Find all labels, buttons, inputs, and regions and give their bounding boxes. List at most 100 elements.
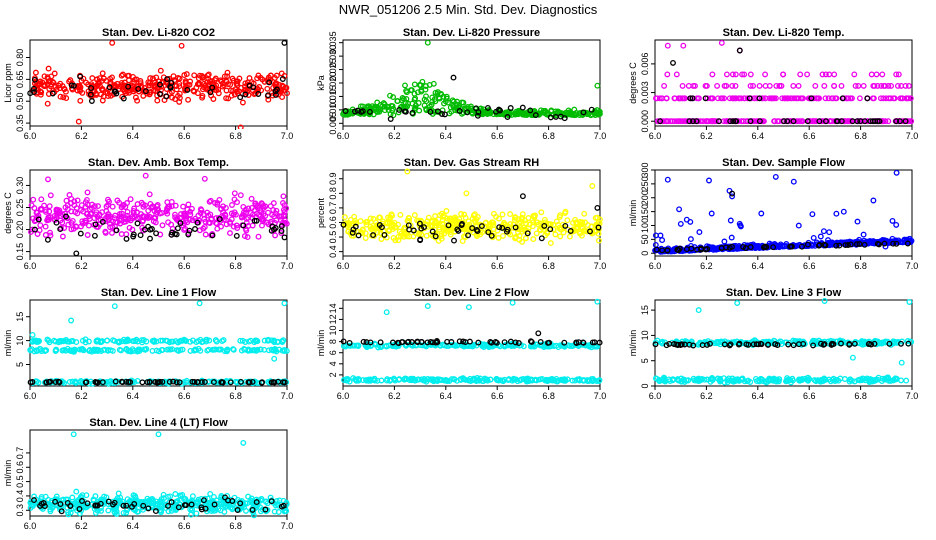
data-point xyxy=(201,175,208,182)
data-point xyxy=(137,80,144,87)
data-point-highlighted xyxy=(52,498,59,505)
data-point xyxy=(495,234,502,241)
data-point xyxy=(817,378,824,385)
data-point xyxy=(134,347,141,354)
data-point xyxy=(552,231,559,238)
data-point xyxy=(652,232,659,239)
data-point-highlighted xyxy=(772,341,779,348)
data-point xyxy=(57,93,64,100)
x-tick-label: 6.0 xyxy=(24,261,37,271)
data-point xyxy=(223,87,230,94)
data-point-highlighted xyxy=(451,237,457,244)
data-point xyxy=(732,82,739,89)
data-point xyxy=(284,90,290,97)
data-point xyxy=(776,82,783,89)
data-point-highlighted xyxy=(278,503,285,510)
data-point xyxy=(186,216,193,223)
x-tick-label: 6.4 xyxy=(127,391,140,401)
data-point xyxy=(393,224,399,231)
data-point xyxy=(729,71,736,78)
data-point xyxy=(63,95,70,102)
data-point xyxy=(140,203,147,210)
data-point xyxy=(70,431,77,438)
data-point xyxy=(33,378,39,385)
data-point-highlighted xyxy=(63,213,69,220)
data-point xyxy=(443,377,450,384)
data-point xyxy=(227,220,234,227)
data-point xyxy=(429,98,436,105)
x-tick-label: 6.6 xyxy=(803,391,816,401)
data-point xyxy=(199,92,206,99)
point-layer xyxy=(340,168,603,247)
data-point xyxy=(355,376,362,382)
data-point xyxy=(878,82,885,89)
data-point xyxy=(227,81,234,88)
data-point xyxy=(168,203,175,210)
data-point xyxy=(594,82,601,89)
data-point xyxy=(135,88,142,95)
data-point xyxy=(45,337,52,344)
data-point xyxy=(107,224,114,231)
data-point xyxy=(888,82,895,89)
data-point-highlighted xyxy=(266,79,273,86)
data-point xyxy=(193,510,200,517)
data-point xyxy=(203,336,209,343)
data-point xyxy=(529,223,536,230)
data-point xyxy=(86,347,93,354)
data-point-highlighted xyxy=(788,243,794,250)
data-point-highlighted xyxy=(541,222,548,229)
data-point xyxy=(831,82,838,89)
data-point xyxy=(37,78,44,85)
data-point xyxy=(713,118,720,125)
data-point-highlighted xyxy=(165,502,171,509)
point-layer xyxy=(653,39,915,125)
data-point xyxy=(107,347,114,354)
data-point xyxy=(83,79,90,86)
data-point-highlighted xyxy=(395,339,402,346)
x-tick-label: 6.0 xyxy=(24,521,37,531)
data-point xyxy=(396,228,403,235)
y-tick-label: 15 xyxy=(15,312,25,322)
data-point xyxy=(213,338,220,345)
data-point xyxy=(890,95,897,102)
data-point xyxy=(60,94,67,101)
data-point xyxy=(41,202,48,209)
data-point xyxy=(470,342,477,349)
data-point xyxy=(118,231,125,238)
data-point xyxy=(673,71,680,78)
data-point xyxy=(67,509,74,516)
data-point-highlighted xyxy=(886,340,893,347)
data-point-highlighted xyxy=(142,88,149,95)
data-point xyxy=(793,118,800,125)
data-point xyxy=(176,95,183,101)
data-point-highlighted xyxy=(268,379,275,386)
data-point-highlighted xyxy=(188,501,195,508)
data-point xyxy=(139,339,146,346)
data-point xyxy=(114,80,121,87)
data-point xyxy=(57,338,64,345)
x-tick-label: 7.0 xyxy=(906,391,919,401)
data-point-highlighted xyxy=(398,339,405,346)
data-point xyxy=(726,95,733,102)
data-point xyxy=(546,376,553,383)
y-tick-label: 12 xyxy=(328,314,338,324)
data-point-highlighted xyxy=(815,242,822,249)
data-point xyxy=(553,375,560,382)
data-point xyxy=(809,211,816,218)
data-point-highlighted xyxy=(829,340,835,347)
x-tick-label: 6.8 xyxy=(854,261,867,271)
data-point-highlighted xyxy=(478,223,485,230)
data-point-highlighted xyxy=(464,109,471,116)
data-point xyxy=(873,71,880,78)
data-point xyxy=(854,218,861,225)
data-point xyxy=(741,71,748,78)
data-point xyxy=(202,231,209,238)
data-point xyxy=(159,222,166,229)
data-point-highlighted xyxy=(57,501,64,508)
data-point xyxy=(63,197,70,204)
data-point-highlighted xyxy=(174,225,181,232)
data-point xyxy=(129,338,136,345)
y-tick-label: 6 xyxy=(328,350,338,355)
data-point xyxy=(74,197,81,204)
x-tick-label: 7.0 xyxy=(281,131,294,141)
